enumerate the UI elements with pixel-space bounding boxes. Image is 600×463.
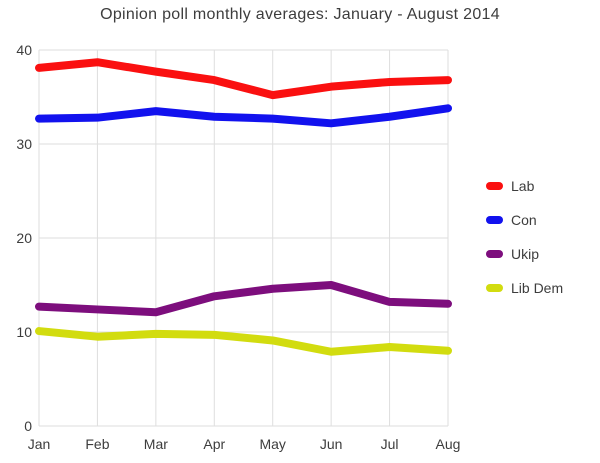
con-line: [35, 104, 452, 128]
con-swatch-icon: [486, 215, 503, 224]
legend-label-lab: Lab: [511, 177, 535, 194]
legend-item-libdem: Lib Dem: [486, 278, 563, 297]
x-axis-tick-label: Jun: [320, 436, 343, 452]
x-axis-tick-label: Aug: [436, 436, 461, 452]
x-axis-tick-label: Jul: [381, 436, 399, 452]
ukip-swatch-icon: [486, 249, 503, 258]
legend-label-ukip: Ukip: [511, 245, 540, 262]
lib-dem-line: [35, 327, 452, 356]
chart-title: Opinion poll monthly averages: January -…: [100, 6, 500, 23]
x-axis-tick-label: Feb: [85, 436, 109, 452]
x-axis-tick-label: Apr: [203, 436, 225, 452]
legend-label-libdem: Lib Dem: [511, 279, 564, 296]
legend-label-con: Con: [511, 211, 537, 228]
chart-legend: Lab Con Ukip Lib Dem: [486, 176, 563, 297]
ukip-line: [35, 281, 452, 317]
y-axis-tick-label: 30: [16, 136, 32, 152]
x-axis-tick-label: Jan: [28, 436, 51, 452]
legend-item-ukip: Ukip: [486, 244, 563, 263]
y-axis-tick-label: 40: [16, 42, 32, 58]
y-axis-tick-label: 0: [24, 418, 32, 434]
x-axis-tick-label: May: [259, 436, 285, 452]
lab-line: [35, 58, 452, 100]
legend-item-lab: Lab: [486, 176, 563, 195]
y-axis-tick-label: 20: [16, 230, 32, 246]
libdem-swatch-icon: [486, 283, 503, 292]
legend-item-con: Con: [486, 210, 563, 229]
lab-swatch-icon: [486, 181, 503, 190]
y-axis-tick-label: 10: [16, 324, 32, 340]
x-axis-tick-label: Mar: [144, 436, 168, 452]
